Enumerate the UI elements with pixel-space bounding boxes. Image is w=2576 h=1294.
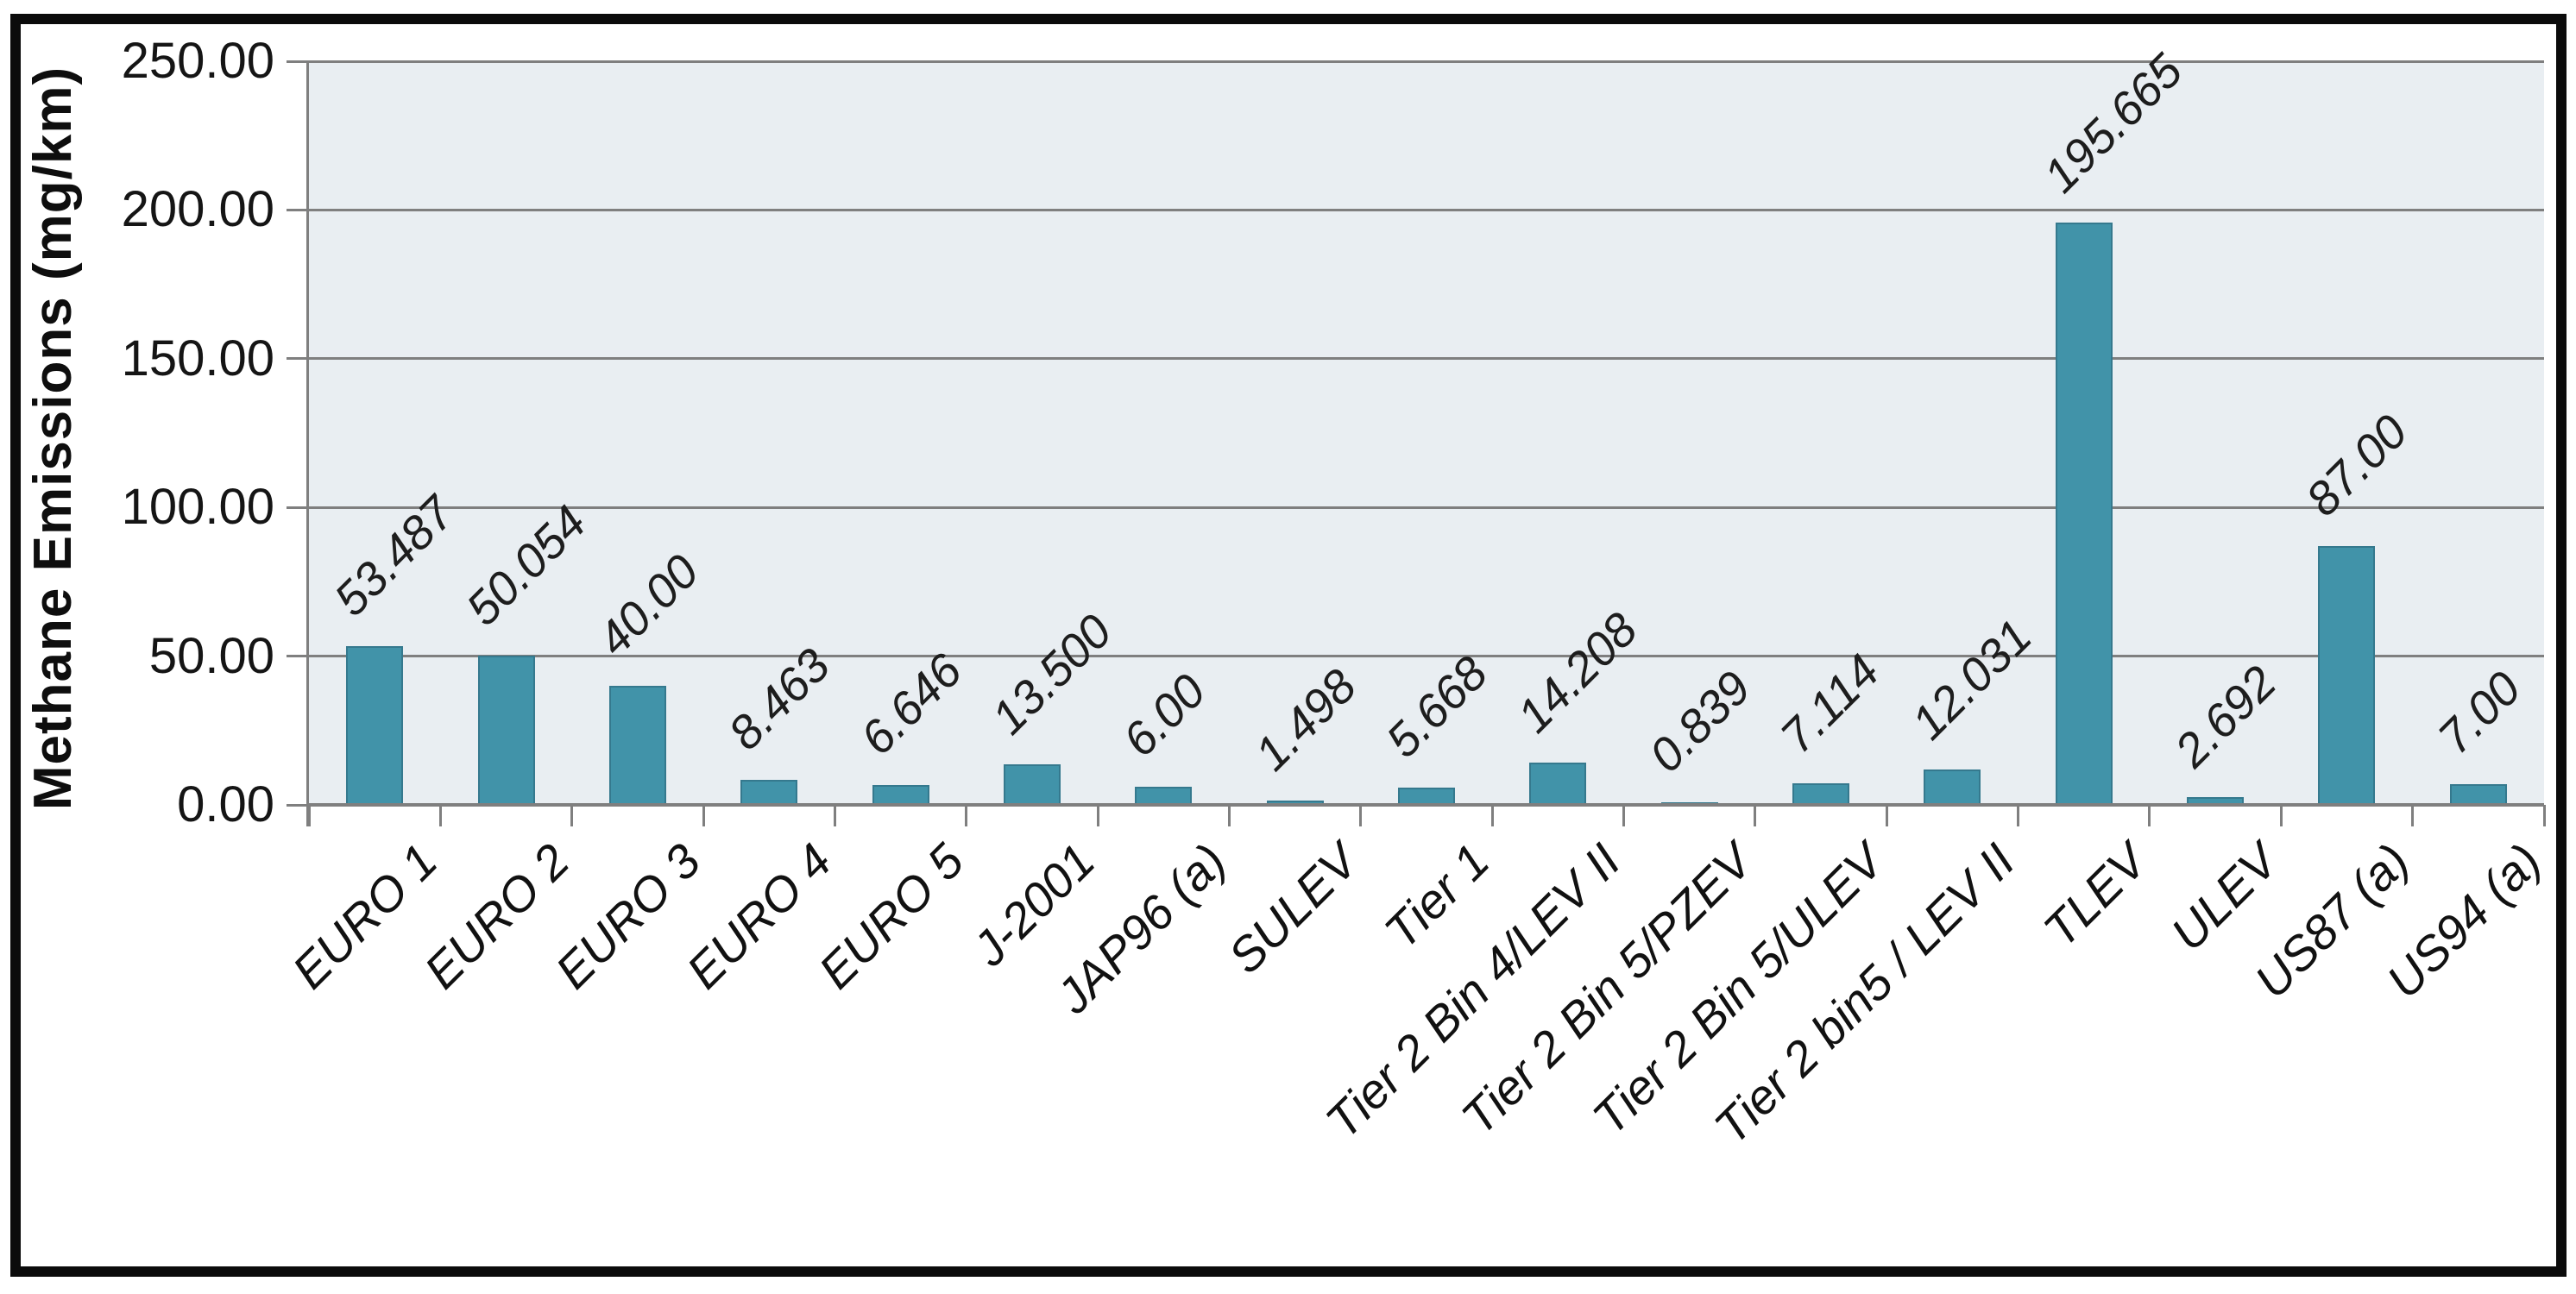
bar-euro-1: [346, 645, 404, 805]
y-tick-label-200.00: 200.00: [121, 181, 274, 238]
x-tick-17: [2542, 805, 2546, 826]
x-tick-4: [833, 805, 836, 826]
y-tick-100.00: [287, 506, 309, 509]
y-axis-line: [306, 61, 309, 826]
bar-tlev: [2055, 223, 2113, 805]
y-gridline-200.00: [309, 208, 2544, 211]
x-tick-6: [1096, 805, 1099, 826]
y-tick-label-50.00: 50.00: [148, 627, 274, 684]
x-tick-12: [1885, 805, 1888, 826]
x-tick-7: [1227, 805, 1231, 826]
y-tick-label-0.00: 0.00: [177, 776, 274, 832]
bar-us87-a: [2318, 546, 2376, 805]
bar-tier-2-bin-4-lev-ii: [1529, 763, 1587, 805]
x-tick-9: [1490, 805, 1494, 826]
x-tick-2: [570, 805, 574, 826]
bar-j-2001: [1003, 764, 1061, 805]
x-tick-3: [702, 805, 705, 826]
x-tick-8: [1359, 805, 1363, 826]
x-axis-line: [306, 803, 2544, 807]
y-tick-150.00: [287, 357, 309, 361]
x-tick-14: [2148, 805, 2151, 826]
x-tick-16: [2411, 805, 2415, 826]
bar-euro-5: [872, 785, 929, 805]
x-tick-10: [1622, 805, 1626, 826]
x-tick-5: [965, 805, 968, 826]
y-tick-0.00: [287, 803, 309, 807]
bar-euro-4: [740, 779, 798, 805]
plot-area: [309, 61, 2544, 805]
y-gridline-250.00: [309, 60, 2544, 63]
y-tick-200.00: [287, 208, 309, 211]
y-gridline-50.00: [309, 655, 2544, 658]
y-gridline-100.00: [309, 506, 2544, 509]
x-tick-0: [307, 805, 311, 826]
y-tick-label-150.00: 150.00: [121, 330, 274, 386]
x-tick-13: [2017, 805, 2020, 826]
y-tick-50.00: [287, 655, 309, 658]
y-gridline-150.00: [309, 357, 2544, 361]
bar-us94-a: [2449, 783, 2507, 805]
bar-tier-2-bin5-lev-ii: [1924, 769, 1981, 805]
y-tick-label-100.00: 100.00: [121, 479, 274, 536]
x-tick-1: [438, 805, 442, 826]
bar-jap96-a: [1135, 787, 1193, 805]
y-tick-label-250.00: 250.00: [121, 33, 274, 89]
x-tick-11: [1754, 805, 1757, 826]
y-tick-250.00: [287, 60, 309, 63]
bar-tier-2-bin-5-ulev: [1792, 783, 1850, 805]
bar-euro-2: [477, 656, 535, 805]
x-tick-15: [2279, 805, 2283, 826]
bar-euro-3: [608, 686, 666, 805]
